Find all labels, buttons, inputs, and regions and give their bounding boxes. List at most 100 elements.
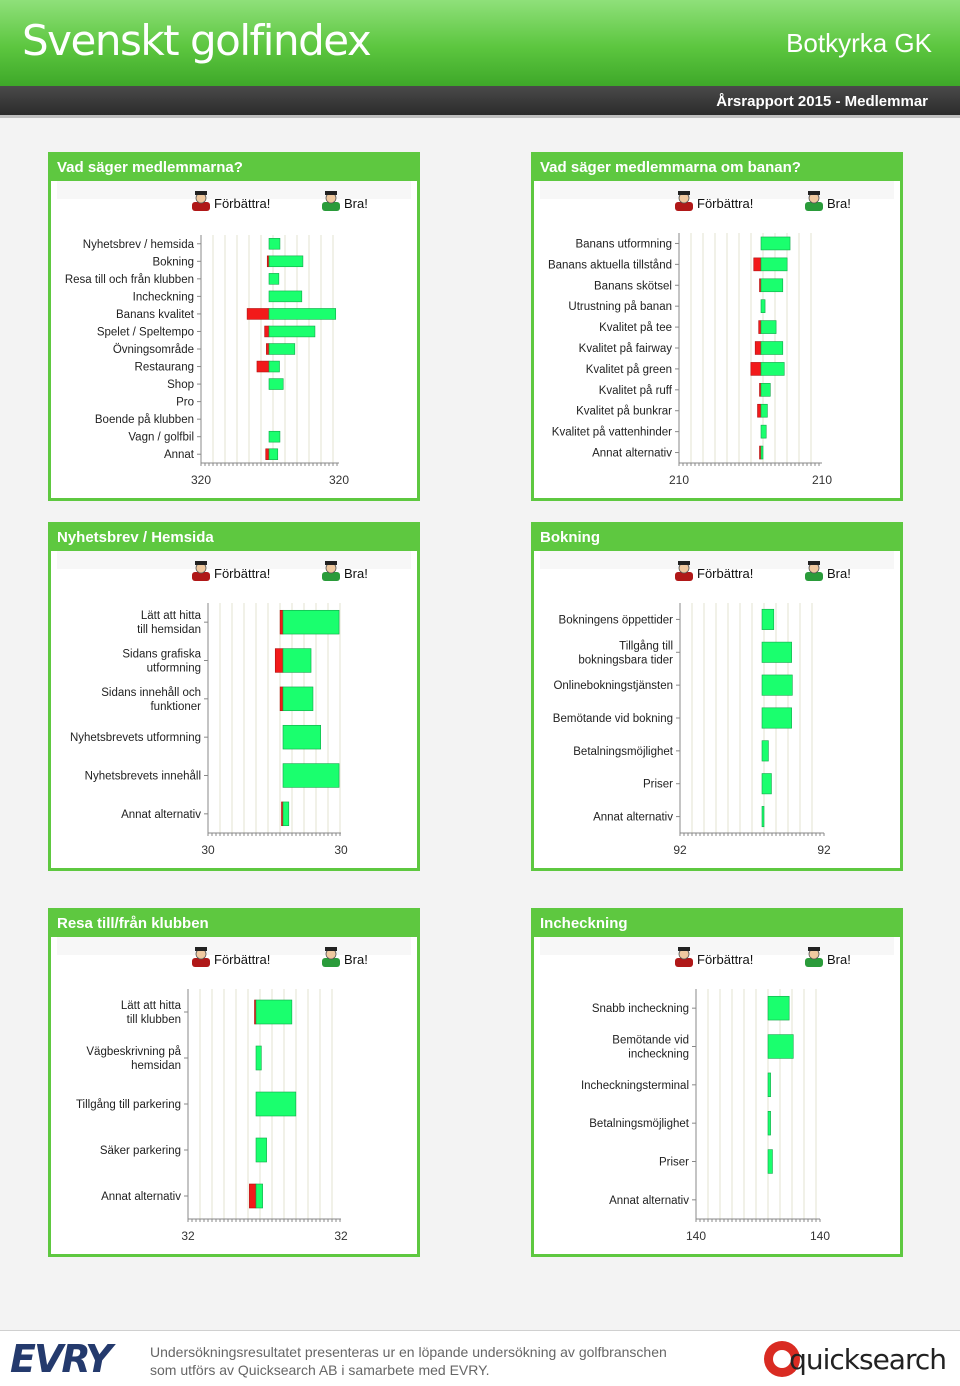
- x-tick-label-right: 92: [817, 843, 831, 857]
- category-label: Kvalitet på green: [586, 364, 672, 376]
- worried-person-icon: [192, 191, 210, 211]
- bar-positive: [760, 445, 764, 460]
- bar-positive: [761, 608, 775, 630]
- happy-person-icon: [805, 561, 823, 581]
- category-label: Kvalitet på vattenhinder: [552, 427, 672, 439]
- x-tick-label-right: 30: [334, 843, 348, 857]
- legend-positive-label: Bra!: [344, 196, 368, 211]
- category-label: Boende på klubben: [95, 414, 194, 426]
- page-header: Svenskt golfindex Botkyrka GK: [0, 0, 960, 86]
- bar-positive: [268, 308, 337, 320]
- x-tick-label-left: 210: [669, 473, 689, 487]
- legend-band: [540, 181, 894, 199]
- happy-person-icon: [322, 947, 340, 967]
- category-label: Nyhetsbrevets utformning: [70, 732, 201, 744]
- bar-positive: [767, 1149, 773, 1174]
- bar-positive: [268, 360, 280, 373]
- legend-band: [57, 937, 411, 955]
- chart-members: Förbättra! Bra! 320 320 Nyhetsbrev / hemsida…: [57, 181, 411, 487]
- panel-title: Vad säger medlemmarna?: [51, 155, 417, 181]
- x-tick-label-left: 140: [686, 1229, 706, 1243]
- report-title: Årsrapport 2015 - Medlemmar: [716, 93, 928, 110]
- category-label: Banans utformning: [575, 238, 672, 250]
- category-label: Utrustning på banan: [568, 301, 672, 313]
- category-label: Bokningens öppettider: [559, 614, 674, 626]
- bar-positive: [761, 674, 793, 696]
- bar-negative: [750, 362, 762, 376]
- bar-positive: [268, 238, 281, 250]
- category-label: Sidans innehåll och: [101, 687, 201, 699]
- category-label: Annat alternativ: [593, 812, 673, 824]
- bar-positive: [268, 343, 296, 355]
- bar-positive: [255, 1183, 263, 1209]
- footer-text: Undersökningsresultatet presenteras ur e…: [150, 1343, 667, 1379]
- category-label: hemsidan: [131, 1060, 181, 1072]
- panel-title: Incheckning: [534, 911, 900, 937]
- happy-person-icon: [805, 947, 823, 967]
- category-label: till klubben: [127, 1014, 181, 1026]
- category-label: Spelet / Speltempo: [97, 326, 194, 338]
- bar-negative: [757, 403, 762, 418]
- bar-negative: [274, 648, 284, 673]
- category-label: Priser: [643, 779, 673, 791]
- footer-line-2: som utförs av Quicksearch AB i samarbete…: [150, 1362, 490, 1378]
- category-label: Banans aktuella tillstånd: [548, 259, 672, 271]
- category-label: Pro: [176, 397, 194, 409]
- category-label: Annat alternativ: [609, 1195, 689, 1207]
- chart-newsletter: Förbättra! Bra! 30 30 Lätt att hitta till hem…: [57, 551, 411, 857]
- chart-panel-course: Vad säger medlemmarna om banan? Förbättr…: [531, 152, 903, 501]
- category-label: Kvalitet på bunkrar: [576, 406, 672, 418]
- legend-band: [57, 181, 411, 199]
- bar-positive: [268, 290, 303, 303]
- category-label: Betalningsmöjlighet: [589, 1118, 690, 1130]
- bar-positive: [760, 320, 777, 334]
- bar-negative: [758, 320, 762, 334]
- bar-positive: [761, 641, 792, 663]
- bar-positive: [760, 403, 768, 418]
- bar-negative: [266, 343, 270, 355]
- bar-positive: [760, 362, 785, 376]
- category-label: till hemsidan: [137, 624, 201, 636]
- category-label: utformning: [147, 663, 201, 675]
- category-label: Incheckningsterminal: [581, 1080, 689, 1092]
- bar-positive: [268, 255, 304, 268]
- legend-positive-label: Bra!: [827, 952, 851, 967]
- category-label: Restaurang: [135, 362, 194, 374]
- bar-negative: [279, 609, 284, 635]
- x-tick-label-right: 210: [812, 473, 832, 487]
- category-label: Kvalitet på fairway: [579, 343, 673, 355]
- category-label: Banans skötsel: [594, 280, 672, 292]
- bar-positive: [268, 448, 279, 460]
- happy-person-icon: [805, 191, 823, 211]
- bar-positive: [767, 1072, 771, 1098]
- category-label: Resa till och från klubben: [65, 274, 194, 286]
- category-label: Övningsområde: [113, 344, 194, 356]
- legend-band: [540, 937, 894, 955]
- legend-negative-label: Förbättra!: [214, 196, 270, 211]
- bar-positive: [255, 999, 293, 1025]
- worried-person-icon: [192, 947, 210, 967]
- bar-negative: [265, 448, 270, 460]
- category-label: Bemötande vid bokning: [553, 713, 673, 725]
- bar-negative: [753, 257, 762, 272]
- category-label: Vagn / golfbil: [128, 432, 194, 444]
- legend-positive-label: Bra!: [344, 952, 368, 967]
- legend-negative-label: Förbättra!: [214, 952, 270, 967]
- legend-negative-label: Förbättra!: [697, 196, 753, 211]
- category-label: bokningsbara tider: [578, 654, 673, 666]
- happy-person-icon: [322, 561, 340, 581]
- category-label: Banans kvalitet: [116, 309, 195, 321]
- category-label: Vägbeskrivning på: [86, 1046, 181, 1058]
- quicksearch-logo: quicksearch: [789, 1343, 947, 1376]
- category-label: Shop: [167, 379, 194, 391]
- quicksearch-icon: [764, 1341, 800, 1377]
- bar-positive: [268, 430, 281, 443]
- category-label: incheckning: [628, 1049, 689, 1061]
- category-label: Sidans grafiska: [122, 649, 201, 661]
- bar-positive: [760, 424, 767, 439]
- page-footer: EVRY Undersökningsresultatet presenteras…: [0, 1330, 960, 1386]
- bar-negative: [279, 686, 284, 712]
- brand-title: Svenskt golfindex: [22, 16, 372, 65]
- category-label: Lätt att hitta: [141, 610, 202, 622]
- category-label: Annat alternativ: [101, 1191, 181, 1203]
